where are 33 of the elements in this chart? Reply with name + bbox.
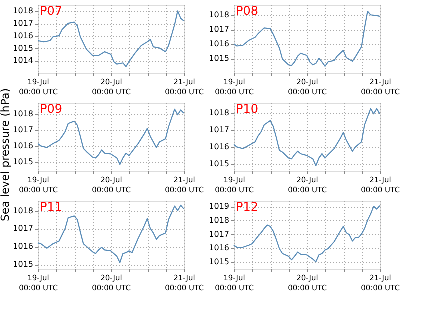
y-tick-label: 1016 — [13, 242, 34, 252]
y-tick-label: 1016 — [209, 142, 230, 152]
y-tick-label: 1018 — [13, 206, 34, 216]
y-tick-label: 1015 — [209, 54, 230, 64]
y-tick-label: 1018 — [13, 110, 34, 119]
chart-title: P10 — [236, 102, 259, 116]
y-tick-label: 1015 — [209, 258, 230, 267]
y-tick-label: 1015 — [13, 260, 34, 270]
chart-title: P12 — [236, 200, 259, 214]
y-axis-title: Sea level pressure (hPa) — [0, 88, 12, 222]
y-tick-label: 1017 — [13, 224, 34, 234]
y-tick-label: 1016 — [209, 40, 230, 49]
y-tick-label: 1018 — [209, 108, 230, 118]
y-tick-label: 1018 — [13, 6, 34, 16]
chart-title: P08 — [236, 4, 259, 18]
y-tick-label: 1015 — [13, 44, 34, 53]
y-tick-label: 1016 — [13, 31, 34, 40]
y-tick-label: 1019 — [209, 202, 230, 212]
y-tick-label: 1017 — [209, 230, 230, 239]
y-tick-label: 1016 — [209, 244, 230, 253]
y-tick-label: 1017 — [13, 126, 34, 135]
y-tick-label: 1018 — [209, 10, 230, 20]
chart-title: P11 — [40, 200, 63, 214]
y-tick-label: 1017 — [13, 19, 34, 28]
y-tick-label: 1014 — [13, 56, 34, 66]
y-tick-label: 1017 — [209, 25, 230, 34]
y-tick-label: 1015 — [13, 158, 34, 167]
chart-title: P09 — [40, 102, 63, 116]
y-tick-label: 1016 — [13, 142, 34, 151]
chart-title: P07 — [40, 4, 63, 18]
y-tick-label: 1017 — [209, 126, 230, 135]
y-tick-label: 1015 — [209, 160, 230, 169]
y-tick-label: 1018 — [209, 216, 230, 225]
